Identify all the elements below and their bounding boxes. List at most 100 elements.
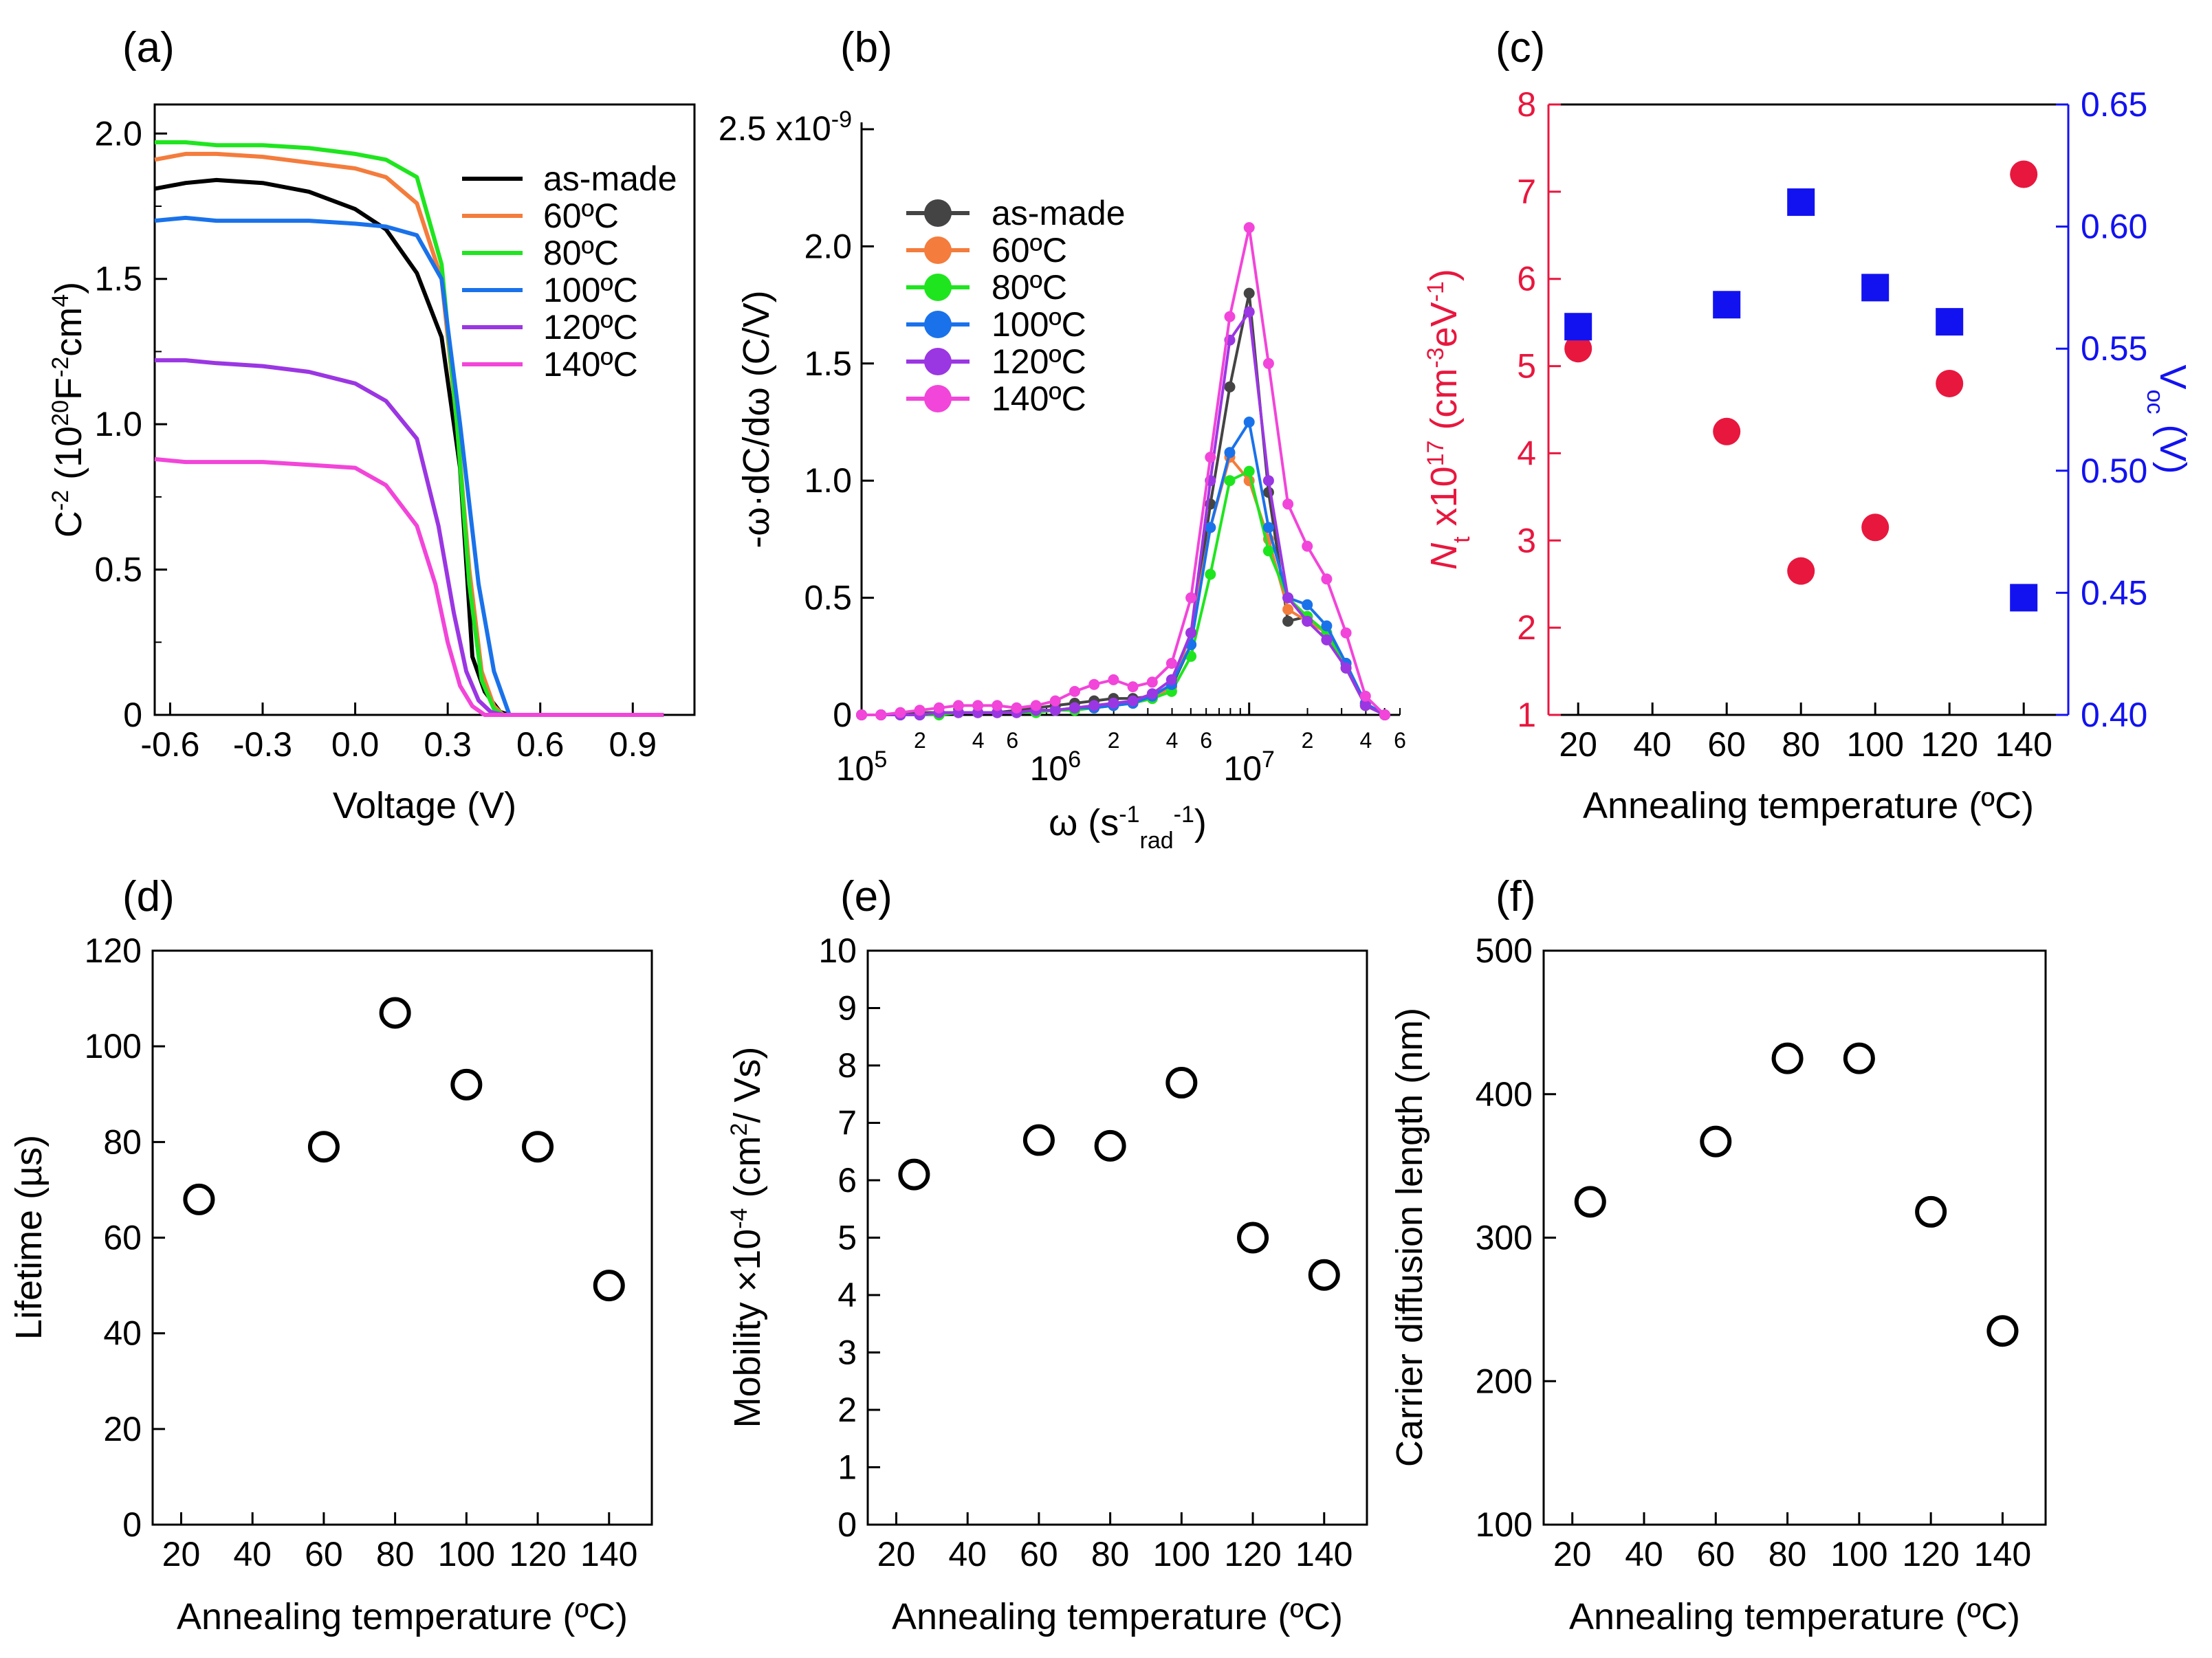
x-tick-label: 0.9 [609,725,657,764]
data-point [1165,658,1177,669]
data-point [593,1270,625,1302]
y-right-tick-label: 0.50 [2081,452,2147,490]
y-tick-label: 5 [837,1219,857,1257]
data-point [1340,662,1352,674]
data-point [1340,627,1352,639]
x-minor-tick-label: 4 [1166,728,1179,753]
x-minor-tick-label: 2 [914,728,926,753]
x-tick-label: 60 [1020,1535,1058,1573]
data-point [1088,678,1100,690]
y-tick-label: 60 [103,1219,142,1257]
x-tick-label: 120 [1224,1535,1281,1573]
y-tick-label: 100 [85,1027,142,1065]
voc-point [1936,308,1964,336]
x-tick-label: 106 [1030,747,1082,788]
data-point [1282,615,1294,627]
data-point [1185,650,1197,662]
y-tick-label: 2.5 x10-9 [719,107,852,148]
x-tick-label: 100 [438,1535,495,1573]
y-tick-label: 500 [1476,931,1533,970]
x-tick-label: 80 [1782,725,1820,764]
panel-f: 20 40 60 80 100 120 140 100 200 300 400 500 Annealin… [1389,873,2047,1637]
y-right-tick-label: 0.45 [2081,573,2147,612]
data-point [1205,452,1216,463]
x-tick-label: 100 [1830,1535,1887,1573]
data-point [1224,381,1236,393]
data-point [952,700,964,711]
series-60ºC [856,452,1390,720]
data-point [1302,599,1313,610]
data-point [914,705,926,716]
data-point [1359,700,1371,711]
data-point [1308,1259,1340,1291]
data-point [1030,700,1042,711]
legend-marker [924,274,952,301]
data-point [1359,690,1371,702]
y-left-tick-label: 2 [1517,608,1536,647]
y-left-axis-label: Nt x1017 (cm-3eV-1) [1423,269,1475,570]
voc-point [1787,188,1815,217]
data-point [972,700,984,711]
x-tick-label: 100 [1846,725,1903,764]
data-point [1243,465,1255,477]
legend-label: 60ºC [543,197,619,235]
data-point [1049,705,1061,716]
y-tick-label: 0 [122,1505,142,1544]
panel-e: 20 40 60 80 100 120 140 0 1 2 3 4 5 6 7 8 9 10 Annealing t… [726,873,1368,1637]
data-point [1771,1042,1804,1074]
voc-point [1713,291,1741,319]
data-point [1243,222,1255,234]
x-tick-label: 60 [1696,1535,1735,1573]
voc-point [1564,313,1592,341]
data-point [1224,447,1236,458]
data-point [1282,498,1294,510]
data-point [1574,1186,1606,1218]
data-point [1069,702,1080,714]
panel-label: (d) [122,873,175,920]
y-tick-label: 1.5 [94,260,142,298]
x-tick-label: 40 [1633,725,1672,764]
y-tick-label: 120 [85,931,142,970]
data-point [1282,604,1294,615]
x-tick-label: 140 [1995,725,2052,764]
data-point [1224,475,1236,487]
x-tick-label: 0.0 [331,725,380,764]
data-point [1205,568,1216,580]
plot-frame [1542,949,2047,1526]
series-120ºC [856,306,1390,720]
legend-marker [924,199,952,227]
y-right-tick-label: 0.40 [2081,696,2147,734]
y-tick-label: 300 [1476,1219,1533,1257]
data-point [1165,674,1177,685]
data-point [1915,1195,1947,1228]
data-point [1224,311,1236,322]
x-tick-label: 0.6 [516,725,565,764]
y-left-tick-label: 4 [1517,434,1536,472]
y-axis-label: -ω·dC/dω (C/V) [736,290,777,548]
data-point [856,709,867,720]
plot-frame [153,103,696,716]
x-axis-label: Voltage (V) [333,785,516,826]
x-tick-label: 80 [1091,1535,1130,1573]
legend-label: 100ºC [992,305,1086,344]
x-tick-label: 107 [1223,747,1275,788]
series-line [862,418,1386,716]
legend-label: 100ºC [543,271,638,309]
panel-label: (b) [840,24,893,71]
data-point [992,700,1003,711]
panel-label: (e) [840,873,893,920]
y-tick-label: 200 [1476,1362,1533,1400]
series-100ºC [856,417,1390,720]
x-tick-label: -0.6 [140,725,199,764]
y-tick-label: 1 [837,1448,857,1487]
y-tick-label: 2 [837,1391,857,1429]
y-tick-label: 6 [837,1161,857,1200]
y-left-tick-label: 1 [1517,696,1536,734]
legend-label: 140ºC [543,345,638,384]
data-point [1243,287,1255,299]
legend-label: 80ºC [992,268,1067,307]
x-minor-tick-label: 4 [972,728,985,753]
data-point [1146,688,1158,700]
data-point [1022,1124,1055,1156]
